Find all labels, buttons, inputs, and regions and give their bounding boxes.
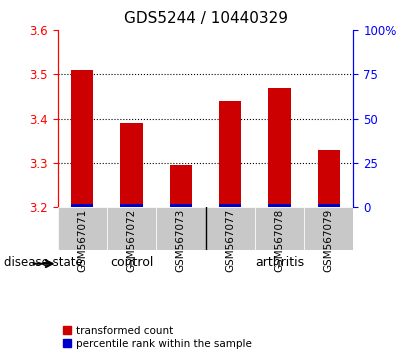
Bar	[71, 204, 93, 207]
Bar	[170, 204, 192, 207]
Text: control: control	[110, 256, 153, 269]
Legend: transformed count, percentile rank within the sample: transformed count, percentile rank withi…	[63, 326, 252, 349]
FancyBboxPatch shape	[206, 207, 255, 250]
Text: disease state: disease state	[4, 256, 83, 269]
Bar	[71, 70, 93, 207]
Title: GDS5244 / 10440329: GDS5244 / 10440329	[123, 11, 288, 26]
FancyBboxPatch shape	[255, 207, 304, 250]
Bar	[268, 204, 291, 207]
Bar	[219, 204, 241, 207]
Bar	[120, 204, 143, 207]
Bar	[318, 204, 340, 207]
Text: GSM567072: GSM567072	[127, 209, 136, 273]
Bar	[318, 149, 340, 207]
Bar	[120, 123, 143, 207]
Text: GSM567077: GSM567077	[225, 209, 235, 273]
FancyBboxPatch shape	[58, 207, 107, 250]
Text: GSM567079: GSM567079	[324, 209, 334, 273]
FancyBboxPatch shape	[304, 207, 353, 250]
Bar	[219, 101, 241, 207]
FancyBboxPatch shape	[107, 207, 156, 250]
Text: GSM567078: GSM567078	[275, 209, 284, 273]
FancyBboxPatch shape	[156, 207, 206, 250]
Bar	[268, 87, 291, 207]
Text: GSM567073: GSM567073	[176, 209, 186, 273]
Bar	[170, 165, 192, 207]
Text: arthritis: arthritis	[255, 256, 304, 269]
Text: GSM567071: GSM567071	[77, 209, 87, 273]
